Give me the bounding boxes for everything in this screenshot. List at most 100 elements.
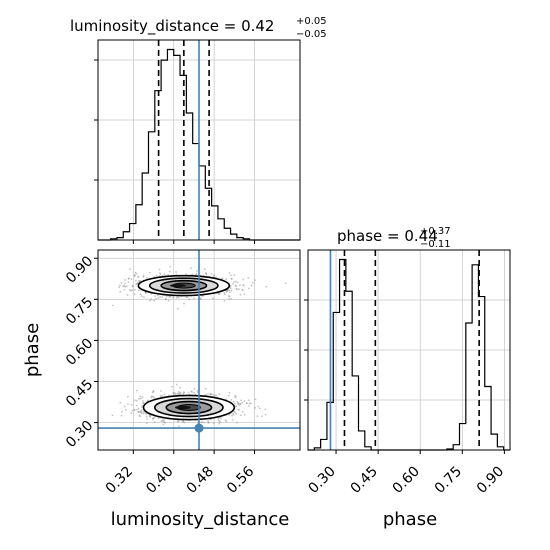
sample-point	[177, 420, 179, 423]
sample-point	[236, 403, 239, 405]
sample-point	[142, 412, 145, 415]
sample-point	[124, 409, 127, 411]
sample-point	[178, 296, 181, 299]
sample-point	[233, 281, 235, 283]
sample-point	[145, 413, 147, 415]
sample-point	[190, 267, 192, 270]
sample-point	[145, 415, 148, 418]
sample-point	[142, 401, 145, 404]
sample-point	[213, 422, 215, 425]
sample-point	[160, 420, 163, 422]
sample-point	[163, 419, 165, 422]
sample-point	[233, 402, 236, 405]
sample-point	[174, 393, 177, 396]
y-tick-label: 0.45	[63, 377, 96, 410]
sample-point	[232, 413, 235, 416]
sample-point	[241, 411, 244, 413]
sample-point	[231, 414, 233, 417]
sample-point	[234, 284, 237, 287]
sample-point	[264, 413, 267, 416]
sample-point	[176, 392, 179, 395]
sample-point	[157, 296, 160, 299]
phase-histogram-panel: 0.30 0.45 0.60 0.75 0.90	[304, 249, 511, 497]
sample-point	[158, 268, 161, 271]
sample-point	[224, 419, 227, 422]
sample-point	[243, 400, 246, 402]
sample-point	[118, 286, 121, 289]
sample-point	[154, 295, 157, 298]
sample-point	[139, 411, 141, 413]
sample-point	[148, 415, 151, 418]
title-label: luminosity_distance	[70, 17, 219, 36]
sample-point	[159, 272, 161, 274]
sample-point	[123, 405, 126, 408]
sample-point	[140, 295, 143, 298]
sample-point	[213, 274, 216, 277]
sample-point	[124, 285, 127, 288]
sample-point	[212, 297, 214, 300]
sample-point	[172, 391, 175, 394]
sample-point	[234, 396, 237, 399]
sample-point	[217, 418, 220, 420]
sample-point	[231, 278, 233, 280]
axes-frame	[97, 39, 301, 241]
sample-point	[130, 412, 133, 415]
truth-marker	[194, 423, 204, 433]
sample-point	[223, 293, 226, 295]
x-tick-label: 0.30	[306, 464, 339, 497]
sample-point	[182, 420, 184, 423]
sample-point	[126, 293, 129, 296]
joint-density-panel: 0.32 0.40 0.48 0.56 0.30 0.45 0.60 0.75 0.90	[63, 249, 301, 497]
sample-point	[164, 297, 167, 300]
sample-point	[143, 296, 145, 298]
sample-point	[134, 288, 136, 291]
sample-point	[230, 274, 233, 277]
sample-point	[136, 281, 139, 284]
sample-point	[124, 282, 126, 285]
sample-point	[182, 393, 185, 395]
sample-point	[258, 407, 261, 410]
sample-point	[195, 273, 198, 275]
luminosity-distance-title: luminosity_distance = 0.42	[70, 17, 274, 36]
sample-point	[192, 297, 195, 300]
sample-point	[227, 394, 230, 397]
sample-point	[236, 421, 239, 424]
sample-point	[207, 422, 210, 424]
sample-point	[131, 409, 134, 412]
sample-point	[161, 395, 164, 397]
y-tick-label: 0.30	[63, 418, 96, 451]
sample-point	[179, 387, 182, 389]
sample-point	[256, 415, 259, 418]
sample-point	[264, 408, 267, 411]
sample-point	[134, 271, 137, 274]
sample-point	[235, 405, 237, 407]
x-axis-label-phase: phase	[383, 509, 437, 530]
sample-point	[136, 408, 138, 411]
sample-point	[163, 273, 166, 276]
sample-point	[146, 276, 148, 279]
sample-point	[218, 419, 220, 422]
sample-point	[157, 294, 159, 297]
sample-point	[228, 298, 231, 300]
sample-point	[242, 278, 245, 281]
sample-point	[201, 295, 204, 298]
sample-point	[247, 405, 250, 407]
sample-point	[177, 425, 180, 428]
axes-frame	[307, 249, 511, 451]
sample-point	[160, 390, 162, 392]
sample-point	[127, 403, 129, 405]
sample-point	[168, 296, 171, 298]
sample-point	[177, 307, 179, 310]
sample-point	[157, 417, 160, 419]
luminosity-distance-histogram-panel	[94, 39, 301, 244]
sample-point	[225, 278, 228, 281]
sample-point	[191, 391, 194, 393]
sample-point	[139, 395, 142, 398]
sample-point	[243, 284, 245, 287]
sample-point	[204, 387, 207, 390]
sample-point	[215, 276, 218, 278]
sample-point	[233, 410, 236, 413]
sample-point	[163, 393, 166, 396]
sample-point	[215, 394, 218, 397]
histogram-step	[98, 48, 300, 241]
